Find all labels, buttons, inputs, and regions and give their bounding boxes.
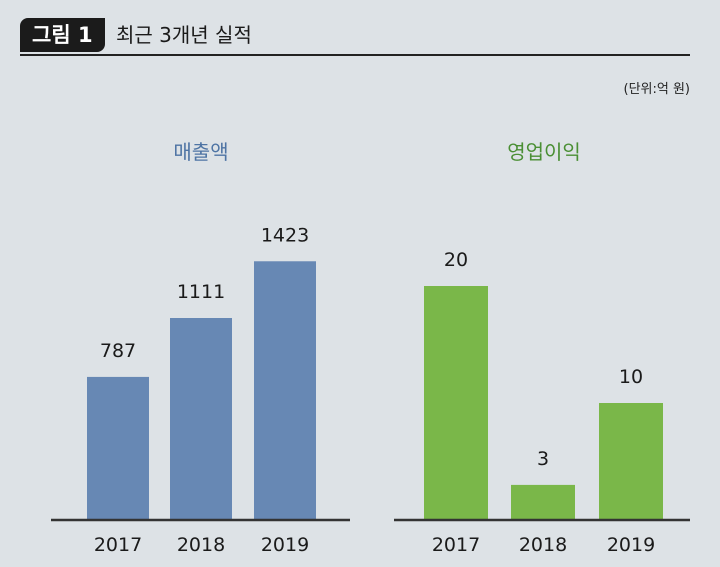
revenue-value-label-2019: 1423 <box>261 224 309 246</box>
operating-profit-chart-title: 영업이익 <box>507 140 581 164</box>
figure-title: 최근 3개년 실적 <box>116 23 252 47</box>
revenue-bar-2018 <box>170 318 232 520</box>
operating_profit-x-tick-label-2018: 2018 <box>519 534 567 556</box>
revenue-value-label-2018: 1111 <box>177 281 225 303</box>
figure-header: 그림 1 최근 3개년 실적 <box>20 18 690 56</box>
unit-label: (단위:억 원) <box>623 82 691 97</box>
figure-number-badge: 그림 1 <box>20 18 105 52</box>
operating_profit-x-tick-label-2019: 2019 <box>607 534 655 556</box>
revenue-x-tick-label-2017: 2017 <box>94 534 142 556</box>
operating_profit-value-label-2017: 20 <box>444 249 468 271</box>
operating_profit-bar-2019 <box>599 403 663 520</box>
operating_profit-value-label-2019: 10 <box>619 366 643 388</box>
operating_profit-bar-2018 <box>511 484 575 520</box>
revenue-bar-2019 <box>254 261 316 520</box>
revenue-value-label-2017: 787 <box>100 340 136 362</box>
operating_profit-bar-2017 <box>424 286 488 520</box>
operating_profit-value-label-2018: 3 <box>537 448 549 470</box>
header-divider <box>20 54 690 56</box>
operating_profit-x-tick-label-2017: 2017 <box>432 534 480 556</box>
revenue-bar-2017 <box>87 376 149 520</box>
revenue-x-tick-label-2018: 2018 <box>177 534 225 556</box>
revenue-chart-title: 매출액 <box>173 140 229 164</box>
revenue-x-tick-label-2019: 2019 <box>261 534 309 556</box>
